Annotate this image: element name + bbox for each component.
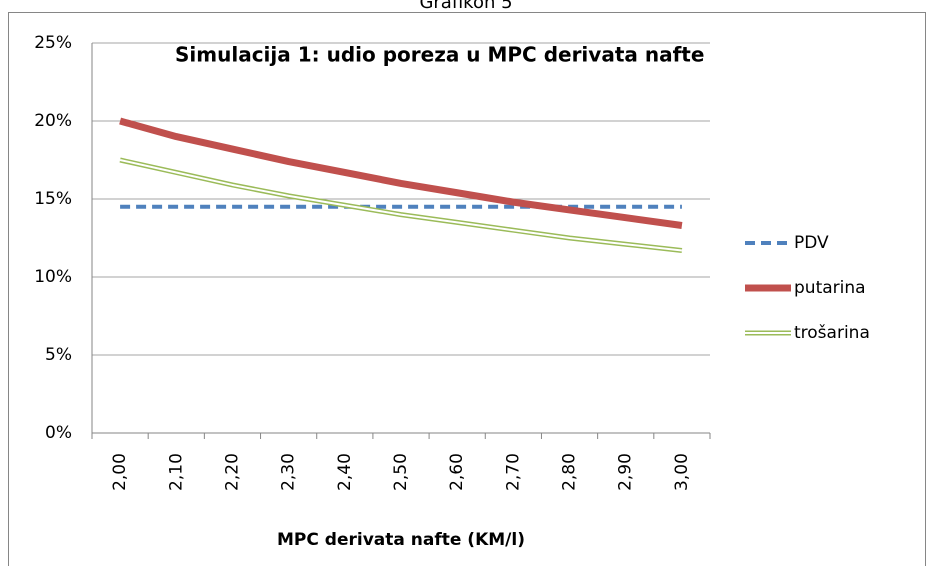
y-tick-label: 25% [34, 33, 72, 53]
y-tick-label: 15% [34, 189, 72, 209]
legend-label: trošarina [794, 323, 870, 343]
x-tick-label: 2,00 [110, 453, 130, 491]
x-tick-label: 2,10 [166, 453, 186, 491]
x-tick-label: 2,70 [503, 453, 523, 491]
x-tick-label: 2,90 [616, 453, 636, 491]
chart-title: Simulacija 1: udio poreza u MPC derivata… [175, 43, 704, 67]
x-tick-label: 2,80 [560, 453, 580, 491]
x-tick-label: 2,20 [222, 453, 242, 491]
caption: Grafikon 5 [419, 0, 512, 13]
x-tick-label: 2,40 [335, 453, 355, 491]
y-tick-label: 10% [34, 267, 72, 287]
legend-label: putarina [794, 278, 866, 298]
legend-label: PDV [794, 233, 829, 253]
y-tick-label: 0% [45, 423, 72, 443]
y-tick-label: 5% [45, 345, 72, 365]
x-tick-label: 2,60 [447, 453, 467, 491]
x-tick-label: 2,50 [391, 453, 411, 491]
x-axis-label: MPC derivata nafte (KM/l) [277, 530, 525, 550]
x-tick-label: 3,00 [672, 453, 692, 491]
caption-background [400, 0, 540, 12]
series-line [119, 117, 683, 229]
series-line [119, 159, 683, 252]
x-tick-label: 2,30 [279, 453, 299, 491]
y-tick-label: 20% [34, 111, 72, 131]
